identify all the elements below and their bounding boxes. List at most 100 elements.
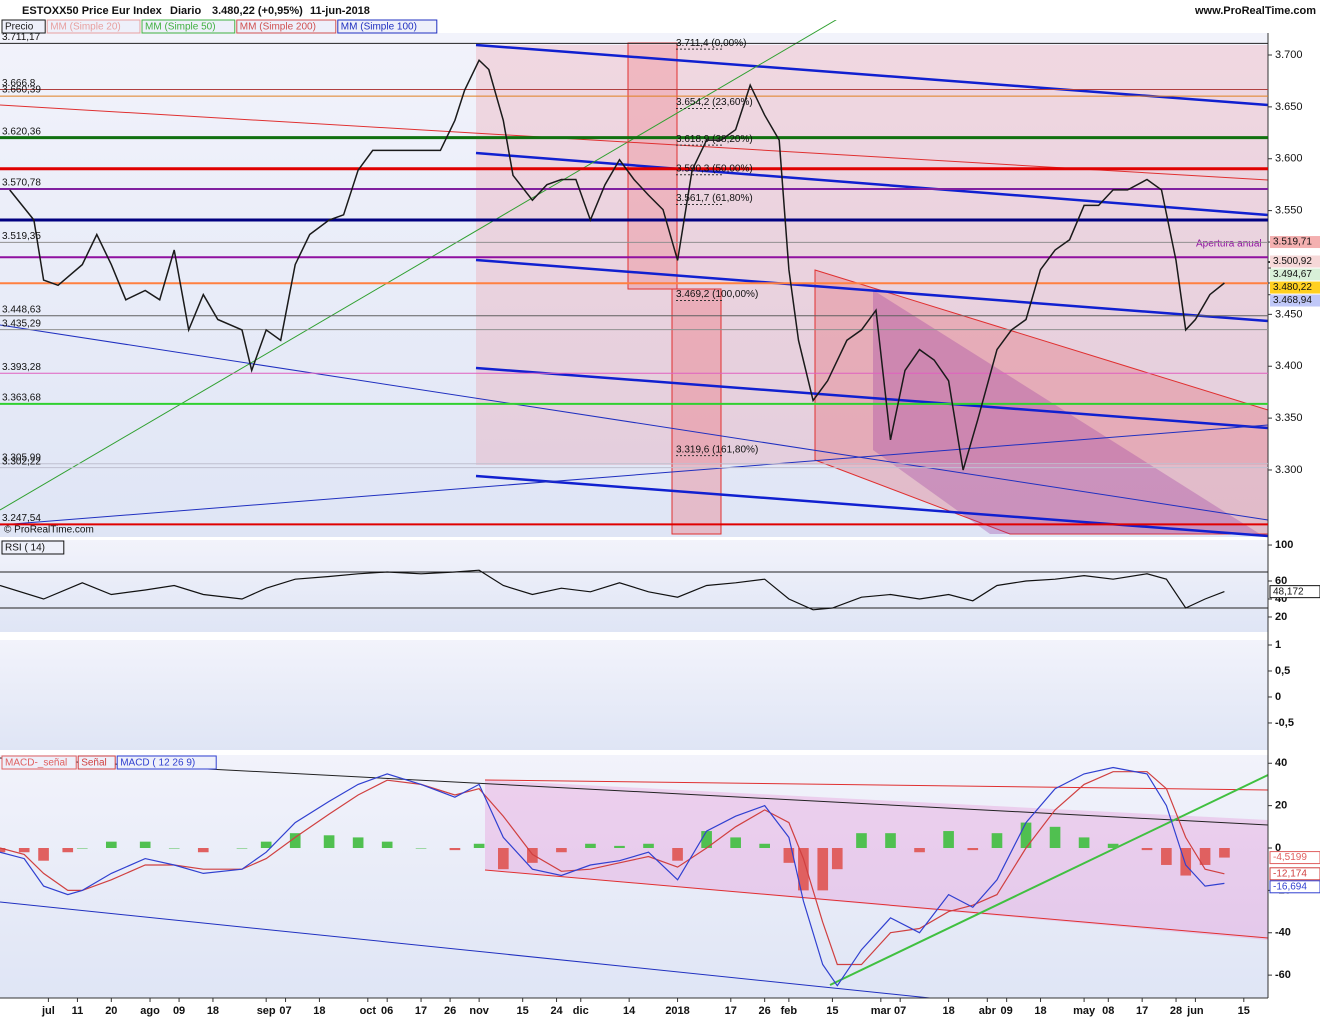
price-label: 3.494,67 [1273, 269, 1312, 280]
histogram-bar [18, 848, 30, 853]
legend-box [46, 19, 141, 34]
y-tick-label: 0 [1275, 691, 1281, 703]
x-tick-label: dic [573, 1005, 589, 1017]
histogram-bar [672, 848, 683, 861]
level-label: 3.711,17 [2, 32, 41, 43]
legend-box [116, 755, 217, 770]
y-tick-label: -60 [1275, 969, 1291, 981]
y-tick-label: 20 [1275, 611, 1287, 623]
histogram-bar [62, 848, 74, 853]
trend-line [0, 424, 1269, 526]
last-value: -4,5199 [1273, 852, 1307, 863]
fib-label: 3.654,2 (23,60%) [676, 97, 753, 108]
legend-box [77, 755, 116, 770]
histogram-bar [1180, 848, 1192, 876]
legend-box [1, 755, 77, 770]
fib-label: 3.319,6 (161,80%) [676, 444, 758, 455]
trend-line [0, 901, 931, 999]
price-box [1270, 255, 1320, 268]
level-label: 3.435,29 [2, 318, 41, 329]
x-tick-label: jul [41, 1005, 55, 1017]
x-tick-label: 08 [1102, 1005, 1114, 1017]
x-tick-label: may [1073, 1005, 1096, 1017]
last-value: -12,174 [1273, 868, 1307, 879]
x-tick-label: 07 [279, 1005, 291, 1017]
x-tick-label: 26 [759, 1005, 771, 1017]
histogram-bar [914, 848, 925, 853]
level-label: 3.393,28 [2, 362, 41, 373]
x-tick-label: 15 [826, 1005, 838, 1017]
x-tick-label: jun [1186, 1005, 1204, 1017]
legend-box [337, 19, 438, 34]
histogram-bar [76, 848, 88, 849]
y-tick-label: 40 [1275, 757, 1287, 769]
x-tick-label: 09 [173, 1005, 185, 1017]
annotation: Apertura anual [1196, 239, 1262, 250]
histogram-bar [498, 848, 509, 870]
fib-label: 3.469,2 (100,00%) [676, 289, 758, 300]
histogram-bar [1020, 822, 1032, 849]
level-label: 3.448,63 [2, 304, 41, 315]
x-tick-label: mar [871, 1005, 892, 1017]
histogram-bar [449, 848, 461, 851]
histogram-bar [585, 843, 596, 849]
histogram-bar [0, 848, 6, 853]
y-tick-label: 3.650 [1275, 101, 1303, 113]
histogram-bar [415, 848, 427, 849]
legend-box [1, 19, 46, 34]
fib-label: 3.711,4 (0,00%) [676, 38, 746, 49]
x-tick-label: 17 [415, 1005, 427, 1017]
x-tick-label: 15 [517, 1005, 529, 1017]
histogram-bar [556, 848, 567, 853]
legend-label: RSI ( 14) [5, 543, 45, 554]
channel-line [475, 43, 1269, 107]
histogram-bar [1078, 837, 1090, 849]
x-tick-label: 17 [725, 1005, 737, 1017]
fib-zone [476, 45, 1268, 465]
x-tick-label: 26 [444, 1005, 456, 1017]
x-tick-label: sep [257, 1005, 276, 1017]
series-line [9, 58, 1225, 471]
value-box [1269, 851, 1320, 865]
legend-label: MM (Simple 200) [240, 22, 316, 33]
y-tick-label: 3.350 [1275, 412, 1303, 424]
y-tick-label: 20 [1275, 800, 1287, 812]
legend-label: MACD ( 12 26 9) [120, 758, 195, 769]
period: Diario [170, 5, 201, 17]
x-tick-label: 20 [105, 1005, 117, 1017]
y-tick-label: 3.700 [1275, 49, 1303, 61]
fib-label: 3.618,9 (38,20%) [676, 134, 753, 145]
x-tick-label: oct [360, 1005, 377, 1017]
channel-line [475, 366, 1269, 430]
legend-box [141, 19, 236, 34]
y-tick-label: 3.550 [1275, 205, 1303, 217]
histogram-bar [260, 841, 272, 849]
x-tick-label: 18 [207, 1005, 219, 1017]
price: 3.480,22 (+0,95%) [212, 5, 303, 17]
value-box [1269, 880, 1320, 894]
legend-label: MM (Simple 20) [50, 22, 121, 33]
x-tick-label: 28 [1170, 1005, 1182, 1017]
legend-label: MM (Simple 50) [145, 22, 216, 33]
value-box [1269, 585, 1320, 599]
legend-label: MM (Simple 100) [341, 22, 417, 33]
x-tick-label: 18 [942, 1005, 954, 1017]
y-tick-label: 100 [1275, 539, 1293, 551]
trend-line [829, 774, 1269, 986]
last-value: -16,694 [1273, 881, 1307, 892]
x-tick-label: 11 [72, 1005, 84, 1017]
y-tick-label: 3.300 [1275, 464, 1303, 476]
y-tick-label: 60 [1275, 575, 1287, 587]
x-tick-label: 17 [1136, 1005, 1148, 1017]
y-tick-label: -40 [1275, 927, 1291, 939]
price-label: 3.480,22 [1273, 282, 1312, 293]
legend-label: MACD-_señal [5, 758, 67, 769]
histogram-bar [701, 831, 712, 849]
trend-line [484, 779, 1269, 791]
legend-box [236, 19, 337, 34]
histogram-bar [1141, 848, 1153, 851]
y-tick-label: 0,5 [1275, 665, 1290, 677]
histogram-bar [1049, 826, 1061, 849]
level-label: 3.660,39 [2, 85, 41, 96]
y-tick-label: 0 [1275, 842, 1281, 854]
